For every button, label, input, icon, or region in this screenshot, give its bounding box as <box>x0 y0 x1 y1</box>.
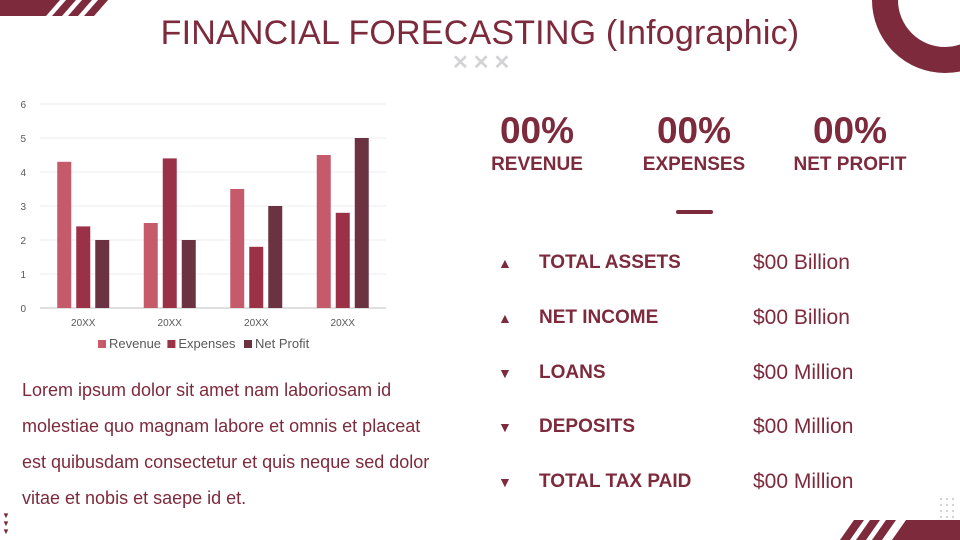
y-tick-label: 3 <box>20 202 26 213</box>
stat-label: NET PROFIT <box>793 154 907 175</box>
stat-expenses: 00% EXPENSES <box>619 108 769 176</box>
bar-net-profit <box>268 206 283 308</box>
bar-net-profit <box>354 138 369 308</box>
bar-net-profit <box>95 240 110 308</box>
legend-label: Net Profit <box>255 336 310 351</box>
metric-amount: $00 Million <box>753 415 854 438</box>
y-tick-label: 6 <box>20 100 26 111</box>
legend-label: Expenses <box>178 336 236 351</box>
corner-stripes-decoration <box>840 520 960 540</box>
x-tick-label: 20XX <box>71 318 96 329</box>
metric-label: TOTAL TAX PAID <box>539 471 692 492</box>
body-paragraph: Lorem ipsum dolor sit amet nam laboriosa… <box>22 380 430 508</box>
stat-label: EXPENSES <box>642 154 746 175</box>
triangle-markers-decoration: ▼ ▼ ▼ <box>2 511 10 536</box>
bar-expenses <box>76 226 91 308</box>
y-tick-label: 5 <box>20 134 26 145</box>
y-tick-label: 1 <box>20 270 26 281</box>
bar-expenses <box>162 158 177 308</box>
corner-stripes-decoration <box>0 0 108 16</box>
up-arrow-icon: ▲ <box>498 255 512 271</box>
metric-amount: $00 Million <box>753 361 854 384</box>
bar-chart: 0 1 2 3 4 5 6 20XX 20XX 20XX 20XX Revenue Expenses Ne… <box>20 100 386 351</box>
page-title: FINANCIAL FORECASTING (Infographic) <box>160 14 800 52</box>
metric-amount: $00 Million <box>753 470 854 493</box>
metric-label: DEPOSITS <box>539 416 636 437</box>
legend-label: Revenue <box>109 336 161 351</box>
stat-value: 00% <box>812 110 888 151</box>
metric-amount: $00 Billion <box>753 251 850 274</box>
down-arrow-icon: ▼ <box>498 365 512 381</box>
bar-expenses <box>335 212 350 308</box>
stat-value: 00% <box>499 110 575 151</box>
metric-label: TOTAL ASSETS <box>539 252 681 273</box>
stat-value: 00% <box>656 110 732 151</box>
stat-revenue: 00% REVENUE <box>462 108 612 176</box>
ring-decoration <box>872 0 960 73</box>
y-tick-label: 2 <box>20 236 26 247</box>
down-arrow-icon: ▼ <box>498 474 512 490</box>
bar-revenue <box>316 155 331 308</box>
x-tick-label: 20XX <box>244 318 269 329</box>
y-tick-label: 0 <box>20 304 26 315</box>
x-tick-label: 20XX <box>331 318 356 329</box>
metric-label: LOANS <box>539 362 606 383</box>
legend-swatch <box>98 340 106 348</box>
dot-grid-decoration <box>939 497 955 519</box>
bar-net-profit <box>181 240 196 308</box>
cross-marks-decoration: ✕✕✕ <box>452 52 515 74</box>
bar-revenue <box>143 223 158 308</box>
x-tick-label: 20XX <box>158 318 183 329</box>
down-arrow-icon: ▼ <box>498 419 512 435</box>
stat-net-profit: 00% NET PROFIT <box>775 108 925 176</box>
y-tick-label: 4 <box>20 168 26 179</box>
stat-label: REVENUE <box>491 154 583 175</box>
bar-expenses <box>249 246 264 308</box>
bar-revenue <box>230 189 245 308</box>
section-divider <box>676 210 713 214</box>
metric-label: NET INCOME <box>539 307 659 328</box>
metric-amount: $00 Billion <box>753 306 850 329</box>
legend-swatch <box>167 340 176 348</box>
legend-swatch <box>244 340 252 348</box>
up-arrow-icon: ▲ <box>498 310 512 326</box>
bar-revenue <box>57 161 72 308</box>
